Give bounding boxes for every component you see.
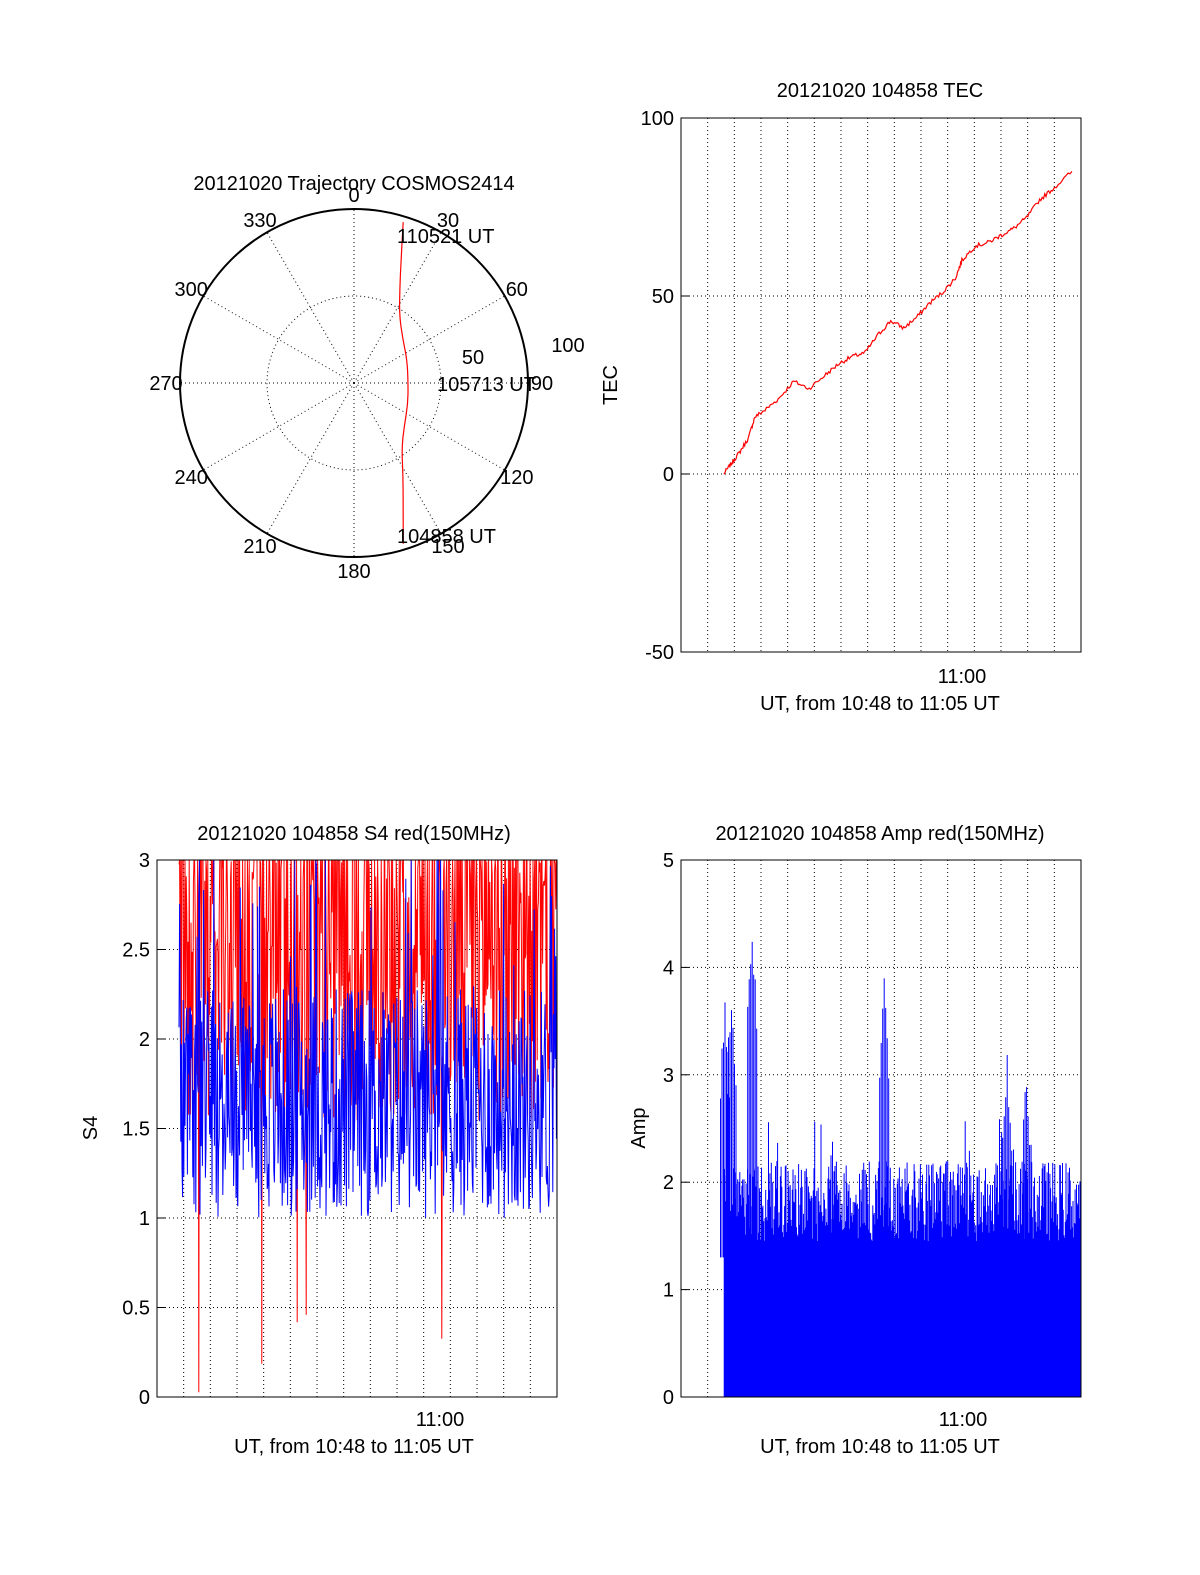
polar-spoke-150 [353, 382, 442, 534]
radius-label-100: 100 [551, 335, 584, 357]
s4-ytick-label-0: 0 [139, 1387, 150, 1409]
s4-plot-frame [156, 859, 558, 1398]
tec-ytick-label-3: 100 [641, 108, 674, 130]
track-start-time-label: 104858 UT [397, 526, 496, 548]
amp-ytick-label-3: 3 [663, 1065, 674, 1087]
tec-grid [681, 117, 1081, 653]
tec-y-axis-label: TEC [600, 365, 622, 405]
polar-spoke-240 [203, 382, 355, 471]
radius-label-50: 50 [462, 347, 484, 369]
s4-ytick-label-2: 1 [139, 1208, 150, 1230]
tec-plot: 20121020 104858 TEC -50 0 50 100 11:00 UT, … [600, 80, 1082, 715]
s4-x-axis-label: UT, from 10:48 to 11:05 UT [234, 1436, 474, 1458]
tec-x-tick-label: 11:00 [938, 666, 987, 688]
polar-angle-label-150: 150 [431, 536, 464, 558]
s4-blue-series-line [178, 859, 557, 1218]
s4-ytick-label-6: 3 [139, 850, 150, 872]
polar-angle-labels: 0 30 60 90 120 150 180 210 240 270 300 330 [149, 185, 553, 583]
polar-outer-circle [179, 208, 529, 558]
track-end-time-label: 110521 UT [397, 226, 494, 248]
amp-plot-frame [680, 859, 1082, 1398]
amp-ytick-label-2: 2 [663, 1172, 674, 1194]
polar-spoke-60 [353, 295, 505, 384]
s4-title: 20121020 104858 S4 red(150MHz) [197, 823, 511, 845]
polar-spoke-30 [353, 232, 442, 384]
s4-ytick-label-5: 2.5 [122, 940, 150, 962]
polar-angle-label-300: 300 [174, 279, 207, 301]
s4-x-tick-label: 11:00 [416, 1409, 465, 1431]
tec-x-axis-label: UT, from 10:48 to 11:05 UT [760, 693, 1000, 715]
tec-title: 20121020 104858 TEC [777, 80, 983, 102]
amp-x-tick-label: 11:00 [939, 1409, 988, 1431]
polar-spoke-300 [203, 295, 355, 384]
polar-angle-label-60: 60 [506, 279, 528, 301]
amp-x-axis-label: UT, from 10:48 to 11:05 UT [760, 1436, 1000, 1458]
amp-filled-area [723, 1241, 1081, 1397]
s4-red-series-line [178, 859, 557, 1393]
polar-angle-label-330: 330 [243, 210, 276, 232]
tec-plot-frame [680, 117, 1082, 653]
s4-ytick-label-4: 2 [139, 1029, 150, 1051]
polar-trajectory-plot: 20121020 Trajectory COSMOS2414 0 30 60 90 12… [149, 173, 584, 583]
polar-angle-label-210: 210 [243, 536, 276, 558]
tec-series-line [723, 171, 1073, 475]
s4-ytick-label-3: 1.5 [122, 1119, 150, 1141]
polar-angle-label-30: 30 [437, 210, 459, 232]
tec-ytick-label-1: 0 [663, 464, 674, 486]
polar-spoke-210 [266, 382, 355, 534]
s4-y-tick-labels: 0 0.5 1 1.5 2 2.5 3 [122, 850, 150, 1409]
polar-inner-circle [266, 295, 442, 471]
amp-y-axis-label: Amp [628, 1107, 650, 1148]
s4-ytick-label-1: 0.5 [122, 1298, 150, 1320]
polar-spoke-330 [266, 232, 355, 384]
amp-series-spikes [720, 941, 1082, 1258]
tec-ytick-label-0: -50 [645, 642, 674, 664]
polar-angle-label-270: 270 [149, 373, 182, 395]
polar-angle-label-240: 240 [174, 467, 207, 489]
track-mid-time-label: 105713 UT [437, 374, 536, 396]
amp-plot: 20121020 104858 Amp red(150MHz) 0 1 2 3 4 5 1… [628, 823, 1082, 1458]
amp-ytick-label-5: 5 [663, 850, 674, 872]
amp-ytick-label-0: 0 [663, 1387, 674, 1409]
s4-y-axis-label: S4 [80, 1116, 102, 1140]
satellite-track-line [398, 222, 409, 544]
polar-title: 20121020 Trajectory COSMOS2414 [193, 173, 514, 195]
amp-ytick-label-4: 4 [663, 957, 674, 979]
polar-angle-label-180: 180 [337, 561, 370, 583]
polar-angle-label-0: 0 [348, 185, 359, 207]
s4-plot: 20121020 104858 S4 red(150MHz) 0 0.5 1 1.5 2… [80, 823, 558, 1458]
amp-y-tick-labels: 0 1 2 3 4 5 [663, 850, 674, 1409]
tec-y-tick-labels: -50 0 50 100 [641, 108, 674, 664]
amp-ytick-label-1: 1 [663, 1280, 674, 1302]
polar-angle-label-120: 120 [500, 467, 533, 489]
amp-title: 20121020 104858 Amp red(150MHz) [715, 823, 1044, 845]
polar-angle-label-90: 90 [531, 373, 553, 395]
polar-spoke-120 [353, 382, 505, 471]
tec-ytick-label-2: 50 [652, 286, 674, 308]
polar-grid [179, 208, 529, 558]
